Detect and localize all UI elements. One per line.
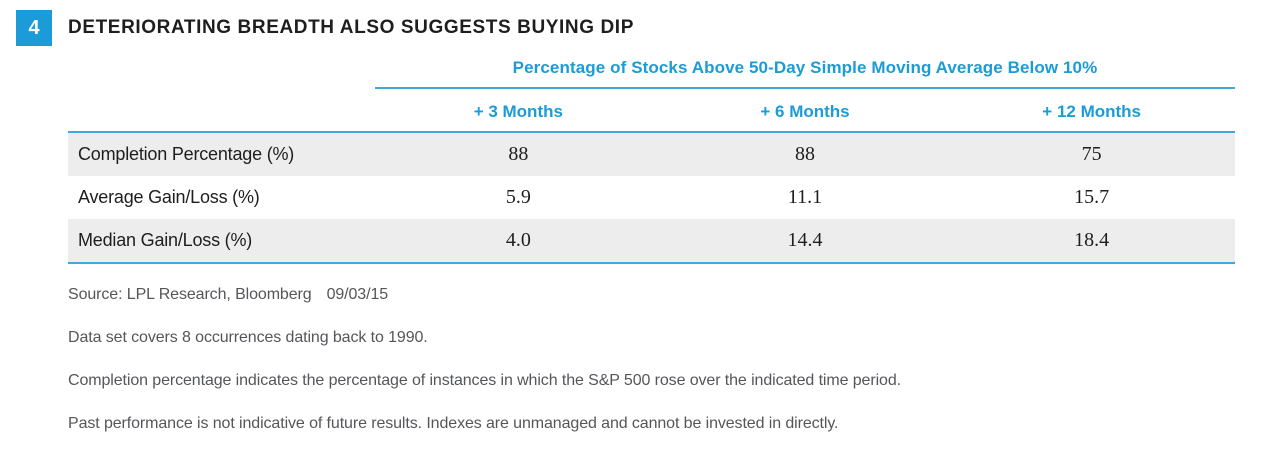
value-cell: 11.1 — [787, 186, 823, 208]
figure-number-badge: 4 — [16, 10, 52, 46]
table-subtitle-row: Percentage of Stocks Above 50-Day Simple… — [68, 58, 1235, 89]
header-spacer — [68, 89, 375, 133]
source-date: 09/03/15 — [326, 286, 389, 303]
value-cell: 18.4 — [1074, 229, 1110, 251]
table-header-row: + 3 Months + 6 Months + 12 Months — [68, 89, 1235, 133]
figure-title: DETERIORATING BREADTH ALSO SUGGESTS BUYI… — [68, 17, 634, 38]
value-cell: 5.9 — [505, 186, 531, 208]
value-cell: 15.7 — [1074, 186, 1110, 208]
figure-header: 4 DETERIORATING BREADTH ALSO SUGGESTS BU… — [16, 10, 634, 46]
footnote-completion-definition: Completion percentage indicates the perc… — [68, 372, 901, 389]
row-label: Median Gain/Loss (%) — [78, 230, 253, 250]
table-body: Completion Percentage (%) 88 88 75 Avera… — [68, 133, 1235, 264]
table-row-median-gain-loss: Median Gain/Loss (%) 4.0 14.4 18.4 — [68, 219, 1235, 262]
footnote-occurrences: Data set covers 8 occurrences dating bac… — [68, 329, 428, 346]
column-header-12-months: + 12 Months — [948, 89, 1235, 133]
footnote-disclaimer: Past performance is not indicative of fu… — [68, 415, 839, 432]
value-cell: 75 — [1081, 143, 1102, 165]
source-line: Source: LPL Research, Bloomberg 09/03/15 — [68, 285, 1228, 305]
table-row-average-gain-loss: Average Gain/Loss (%) 5.9 11.1 15.7 — [68, 176, 1235, 219]
table-row-completion-percentage: Completion Percentage (%) 88 88 75 — [68, 133, 1235, 176]
value-cell: 14.4 — [787, 229, 823, 251]
row-label: Completion Percentage (%) — [78, 144, 295, 164]
source-text: Source: LPL Research, Bloomberg — [68, 286, 312, 303]
table-subtitle: Percentage of Stocks Above 50-Day Simple… — [375, 58, 1235, 89]
value-cell: 4.0 — [505, 229, 531, 251]
subtitle-spacer — [68, 58, 375, 89]
statistics-table: Percentage of Stocks Above 50-Day Simple… — [68, 58, 1235, 264]
value-cell: 88 — [794, 143, 815, 165]
row-label: Average Gain/Loss (%) — [78, 187, 260, 207]
value-cell: 88 — [508, 143, 529, 165]
column-header-6-months: + 6 Months — [661, 89, 949, 133]
column-header-3-months: + 3 Months — [375, 89, 662, 133]
footnotes: Source: LPL Research, Bloomberg 09/03/15 … — [68, 285, 1228, 457]
